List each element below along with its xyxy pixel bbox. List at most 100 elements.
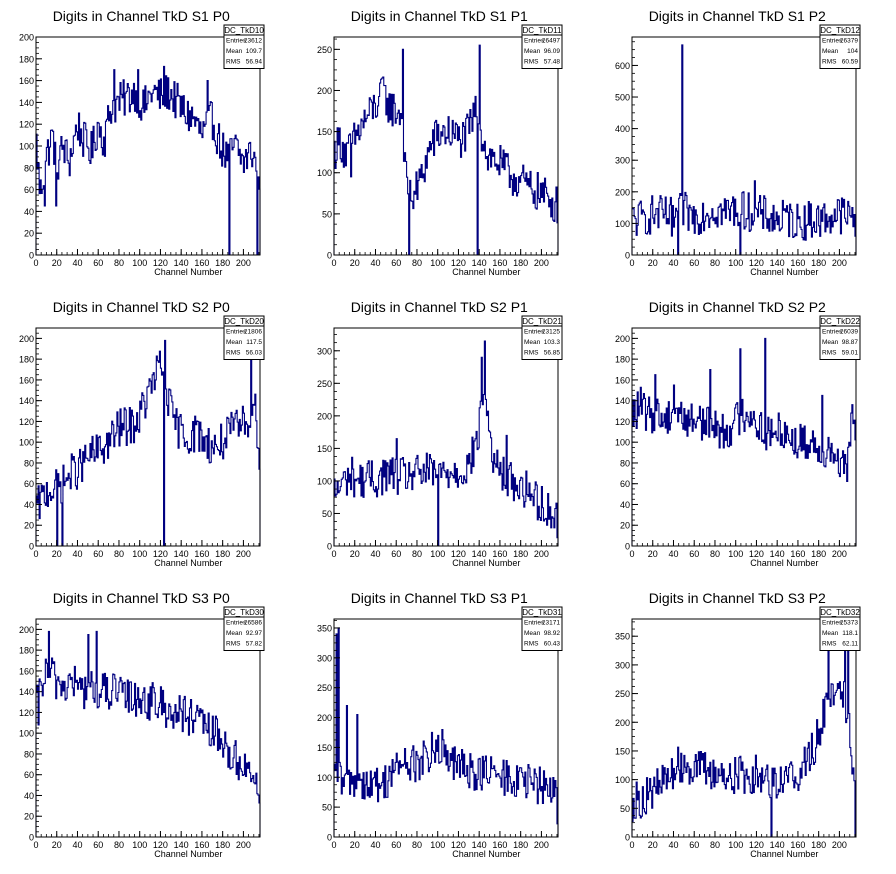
stats-label: RMS — [822, 641, 837, 648]
x-tick-label: 140 — [770, 258, 785, 268]
y-tick-label: 140 — [19, 687, 34, 697]
y-tick-label: 250 — [317, 379, 332, 389]
panel-title: Digits in Channel TkD S2 P1 — [351, 299, 528, 315]
x-tick-label: 80 — [710, 258, 720, 268]
y-tick-label: 20 — [24, 229, 34, 239]
stats-label: RMS — [524, 641, 539, 648]
stats-value: 96.09 — [544, 48, 561, 55]
stats-histogram-name: DC_TkD20 — [224, 317, 264, 326]
x-tick-label: 140 — [472, 258, 487, 268]
x-tick-label: 100 — [132, 258, 147, 268]
stats-value: 62.11 — [842, 641, 858, 648]
x-tick-label: 80 — [412, 840, 422, 850]
stats-label: Mean — [524, 630, 541, 637]
x-tick-label: 20 — [350, 258, 360, 268]
x-tick-label: 120 — [451, 549, 466, 559]
x-tick-label: 120 — [749, 840, 764, 850]
stats-label: Mean — [524, 339, 541, 346]
panel-title: Digits in Channel TkD S1 P2 — [649, 8, 826, 24]
stats-box-frame — [819, 315, 861, 360]
y-tick-label: 50 — [322, 803, 332, 813]
plot-frame — [631, 36, 857, 256]
y-tick-label: 40 — [24, 791, 34, 801]
x-tick-label: 60 — [689, 840, 699, 850]
x-tick-label: 140 — [472, 549, 487, 559]
x-tick-label: 40 — [370, 258, 380, 268]
y-tick-label: 180 — [615, 355, 630, 365]
y-tick-label: 60 — [24, 479, 34, 489]
x-tick-label: 160 — [492, 258, 507, 268]
stats-box-frame — [521, 315, 563, 360]
x-tick-label: 40 — [370, 549, 380, 559]
x-tick-label: 180 — [513, 549, 528, 559]
x-tick-label: 180 — [811, 549, 826, 559]
x-tick-label: 40 — [72, 549, 82, 559]
y-tick-label: 100 — [615, 219, 630, 229]
x-tick-label: 0 — [629, 258, 634, 268]
y-tick-label: 500 — [615, 93, 630, 103]
histogram-line — [333, 627, 559, 837]
stats-value: 60.59 — [842, 59, 859, 66]
y-tick-label: 0 — [625, 833, 630, 843]
stats-label: Mean — [226, 48, 243, 55]
y-tick-label: 50 — [620, 804, 630, 814]
y-tick-label: 250 — [615, 689, 630, 699]
stats-value: 60.43 — [544, 641, 561, 648]
x-tick-label: 140 — [174, 549, 189, 559]
plot-frame — [35, 618, 261, 838]
stats-label: Entries — [524, 620, 545, 627]
histogram-line — [35, 630, 261, 837]
x-axis-label: Channel Number — [452, 267, 520, 277]
y-tick-label: 160 — [615, 375, 630, 385]
histogram-line — [333, 340, 559, 547]
stats-label: RMS — [226, 59, 241, 66]
y-tick-label: 160 — [19, 375, 34, 385]
x-tick-label: 80 — [114, 549, 124, 559]
x-tick-label: 180 — [811, 840, 826, 850]
stats-value: 117.5 — [246, 339, 262, 346]
x-tick-label: 80 — [412, 549, 422, 559]
x-tick-label: 0 — [629, 549, 634, 559]
histogram-line — [333, 44, 559, 256]
y-tick-label: 350 — [615, 632, 630, 642]
x-tick-label: 60 — [689, 549, 699, 559]
stats-box-frame — [223, 315, 265, 360]
y-tick-label: 300 — [317, 346, 332, 356]
y-tick-label: 20 — [24, 521, 34, 531]
y-tick-label: 100 — [317, 476, 332, 486]
y-tick-label: 400 — [615, 124, 630, 134]
y-tick-label: 180 — [19, 355, 34, 365]
panel-title: Digits in Channel TkD S2 P2 — [649, 299, 826, 315]
histogram-panel-4: Digits in Channel TkD S2 P0 0 20 40 60 80 100 1… — [19, 299, 265, 568]
x-tick-label: 0 — [33, 258, 38, 268]
stats-label: Mean — [822, 339, 839, 346]
x-axis-label: Channel Number — [452, 849, 520, 859]
stats-histogram-name: DC_TkD30 — [224, 608, 264, 617]
y-tick-label: 300 — [317, 653, 332, 663]
y-tick-label: 0 — [327, 251, 332, 261]
x-tick-label: 40 — [370, 840, 380, 850]
stats-label: Entries — [226, 329, 247, 336]
x-tick-label: 160 — [194, 549, 209, 559]
x-tick-label: 40 — [668, 840, 678, 850]
x-tick-label: 20 — [52, 258, 62, 268]
x-axis-label: Channel Number — [154, 558, 222, 568]
plot-frame — [333, 36, 559, 256]
stats-label: Entries — [226, 620, 247, 627]
x-tick-label: 180 — [513, 840, 528, 850]
x-tick-label: 20 — [52, 840, 62, 850]
y-tick-label: 60 — [24, 770, 34, 780]
stats-value: 26379 — [840, 38, 858, 45]
x-tick-label: 60 — [689, 258, 699, 268]
stats-value: 23125 — [542, 329, 560, 336]
histogram-panel-6: Digits in Channel TkD S2 P2 0 20 40 60 80 100 1… — [615, 299, 861, 568]
y-tick-label: 140 — [19, 396, 34, 406]
x-tick-label: 20 — [648, 840, 658, 850]
stats-label: RMS — [524, 350, 539, 357]
x-tick-label: 180 — [513, 258, 528, 268]
y-tick-label: 50 — [322, 509, 332, 519]
x-tick-label: 60 — [93, 549, 103, 559]
